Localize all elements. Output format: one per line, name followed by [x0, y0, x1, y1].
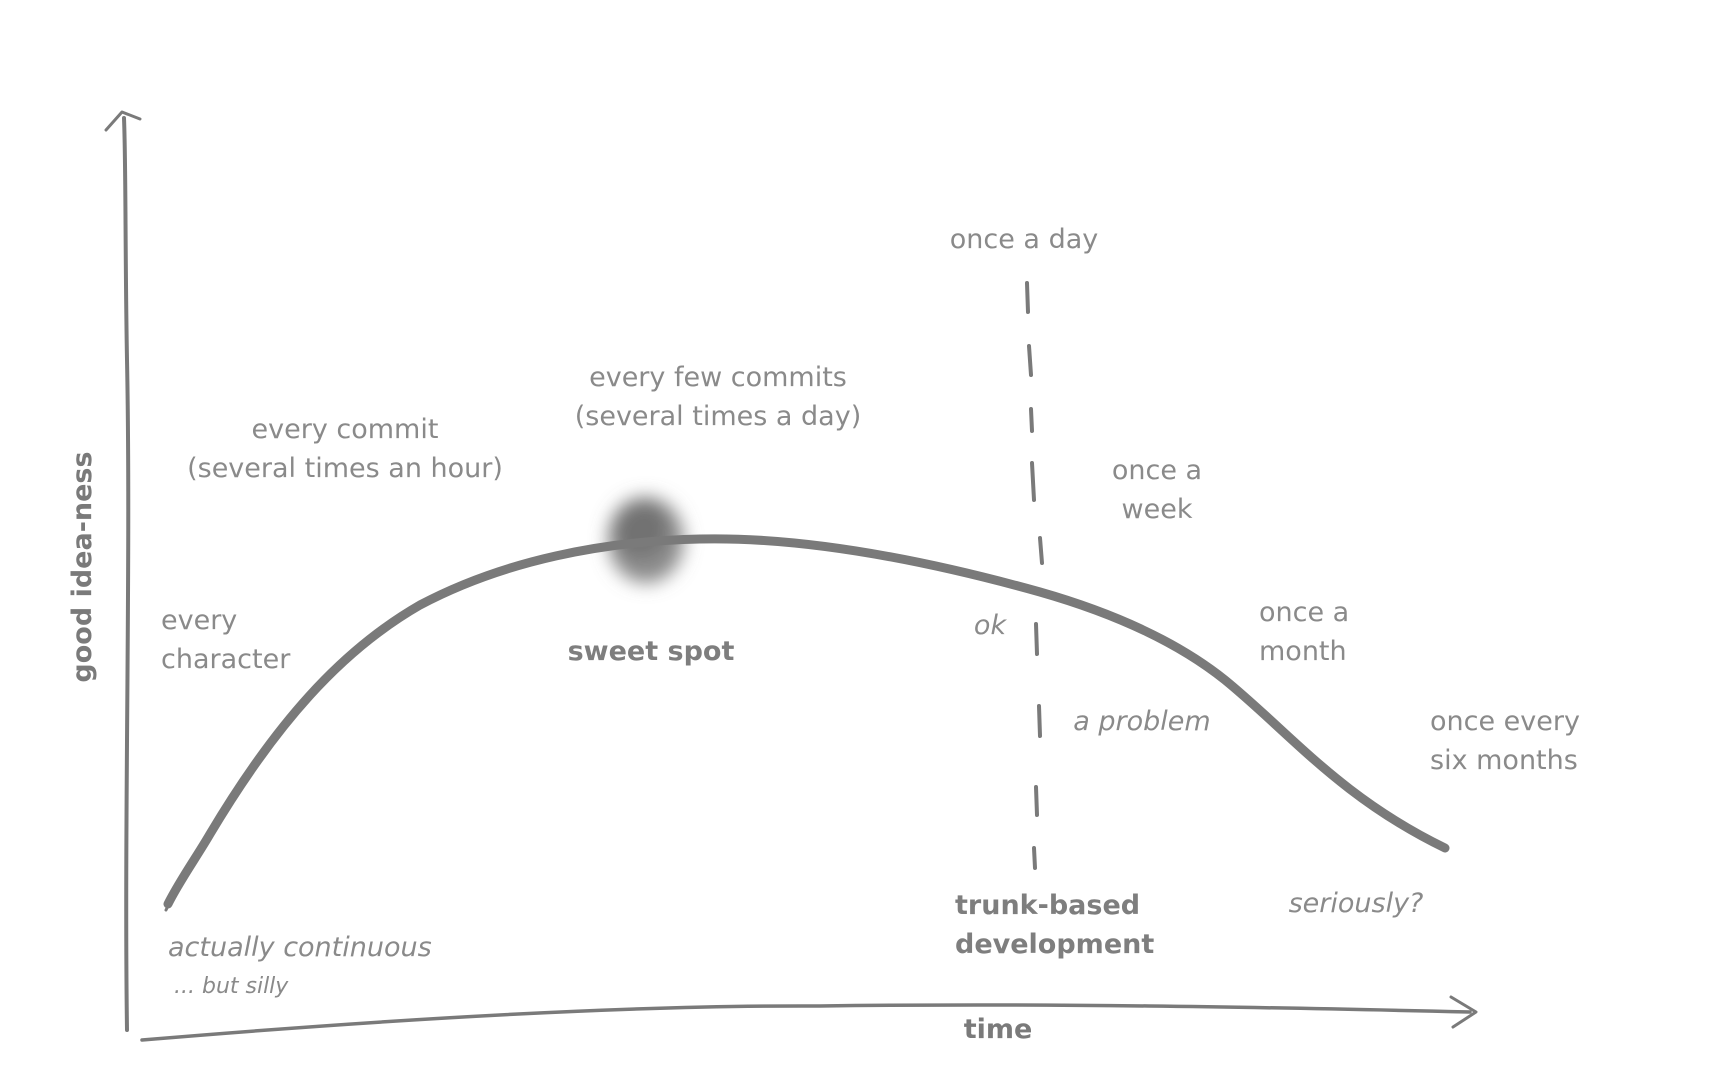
label-every-few-commits-line-1: every few commits	[589, 362, 847, 393]
threshold-dash-8	[1034, 785, 1039, 817]
label-once-a-month-line-2: month	[1259, 636, 1347, 667]
label-a-problem: a problem	[1073, 706, 1210, 737]
threshold-dash-4	[1030, 461, 1036, 502]
curve-start-tick	[164, 896, 174, 912]
label-every-commit-line-1: every commit	[252, 414, 439, 445]
threshold-dash-9	[1032, 846, 1037, 870]
label-seriously: seriously?	[1289, 888, 1424, 919]
y-axis-line	[122, 116, 131, 1032]
trunk-based-threshold-line	[1025, 281, 1044, 870]
label-once-a-day: once a day	[950, 224, 1098, 255]
label-trunk-based-line-2: development	[955, 929, 1154, 960]
threshold-dash-1	[1025, 281, 1030, 314]
x-axis-arrowhead	[1449, 995, 1478, 1029]
label-every-character-line-2: character	[161, 644, 291, 675]
label-once-a-week-line-2: week	[1122, 494, 1193, 525]
y-axis-arrowhead	[104, 110, 142, 132]
good-idea-ness-curve	[163, 534, 1450, 909]
label-every-commit-line-2: (several times an hour)	[187, 453, 503, 484]
label-once-every-six-months-line-1: once every	[1430, 706, 1580, 737]
threshold-dash-5	[1038, 536, 1044, 565]
label-once-every-six-months-line-2: six months	[1430, 745, 1578, 776]
label-but-silly: ... but silly	[174, 974, 289, 999]
y-axis-title: good idea-ness	[67, 451, 98, 682]
threshold-dash-7	[1037, 704, 1042, 738]
threshold-dash-2	[1027, 344, 1033, 377]
label-sweet-spot: sweet spot	[568, 636, 735, 667]
label-every-character-line-1: every	[161, 605, 237, 636]
x-axis-line	[140, 1003, 1472, 1042]
label-every-few-commits-line-2: (several times a day)	[575, 401, 862, 432]
threshold-dash-6	[1034, 622, 1039, 656]
threshold-dash-3	[1029, 407, 1034, 433]
label-trunk-based-line-1: trunk-based	[955, 890, 1140, 921]
x-axis-title: time	[964, 1014, 1033, 1045]
label-actually-continuous: actually continuous	[168, 932, 432, 963]
label-once-a-week-line-1: once a	[1112, 455, 1202, 486]
label-once-a-month-line-1: once a	[1259, 597, 1349, 628]
label-ok: ok	[974, 610, 1008, 641]
